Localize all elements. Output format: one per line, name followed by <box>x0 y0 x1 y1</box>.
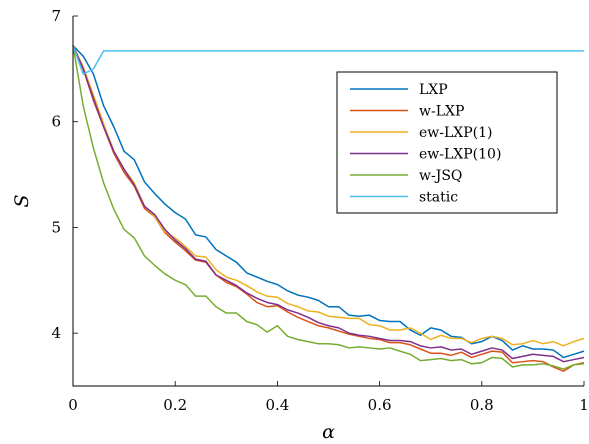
legend-label: ew-LXP(1) <box>419 125 493 141</box>
x-tick-label: 1 <box>579 396 589 414</box>
y-tick-label: 4 <box>51 324 61 342</box>
legend-label: ew-LXP(10) <box>419 147 501 163</box>
series-layer <box>72 45 585 372</box>
y-axis-label: S <box>11 194 33 207</box>
x-tick-label: 0.6 <box>368 396 392 414</box>
legend: LXP w-LXP ew-LXP(1) ew-LXP(10) w-JSQ static <box>336 71 558 214</box>
legend-label: static <box>419 190 458 206</box>
legend-label: w-LXP <box>419 104 464 120</box>
y-tick-label: 7 <box>51 7 61 25</box>
series-line-ew-lxp-10 <box>72 45 585 363</box>
x-tick-label: 0.2 <box>163 396 187 414</box>
series-line-w-jsq <box>72 45 585 370</box>
x-axis-label: α <box>322 421 335 443</box>
x-tick-label: 0.4 <box>265 396 289 414</box>
legend-box <box>336 71 558 214</box>
y-tick-label: 6 <box>51 113 61 131</box>
series-line-lxp <box>72 45 585 359</box>
series-line-static <box>72 45 584 75</box>
ticks: 0 0.2 0.4 0.6 0.8 1 4 5 6 7 <box>51 7 588 414</box>
legend-label: w-JSQ <box>419 168 462 184</box>
y-tick-label: 5 <box>51 218 61 236</box>
x-tick-label: 0 <box>68 396 78 414</box>
series-line-ew-lxp-1 <box>72 45 585 347</box>
x-tick-label: 0.8 <box>470 396 494 414</box>
legend-label: LXP <box>419 82 448 98</box>
